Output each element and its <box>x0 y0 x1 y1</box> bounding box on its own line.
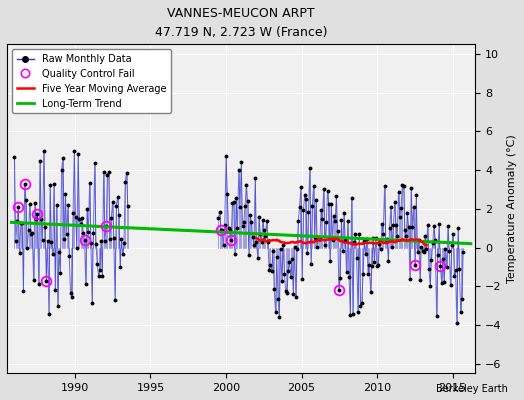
Y-axis label: Temperature Anomaly (°C): Temperature Anomaly (°C) <box>507 134 517 283</box>
Legend: Raw Monthly Data, Quality Control Fail, Five Year Moving Average, Long-Term Tren: Raw Monthly Data, Quality Control Fail, … <box>12 49 171 114</box>
Title: VANNES-MEUCON ARPT
47.719 N, 2.723 W (France): VANNES-MEUCON ARPT 47.719 N, 2.723 W (Fr… <box>155 7 328 39</box>
Text: Berkeley Earth: Berkeley Earth <box>436 384 508 394</box>
